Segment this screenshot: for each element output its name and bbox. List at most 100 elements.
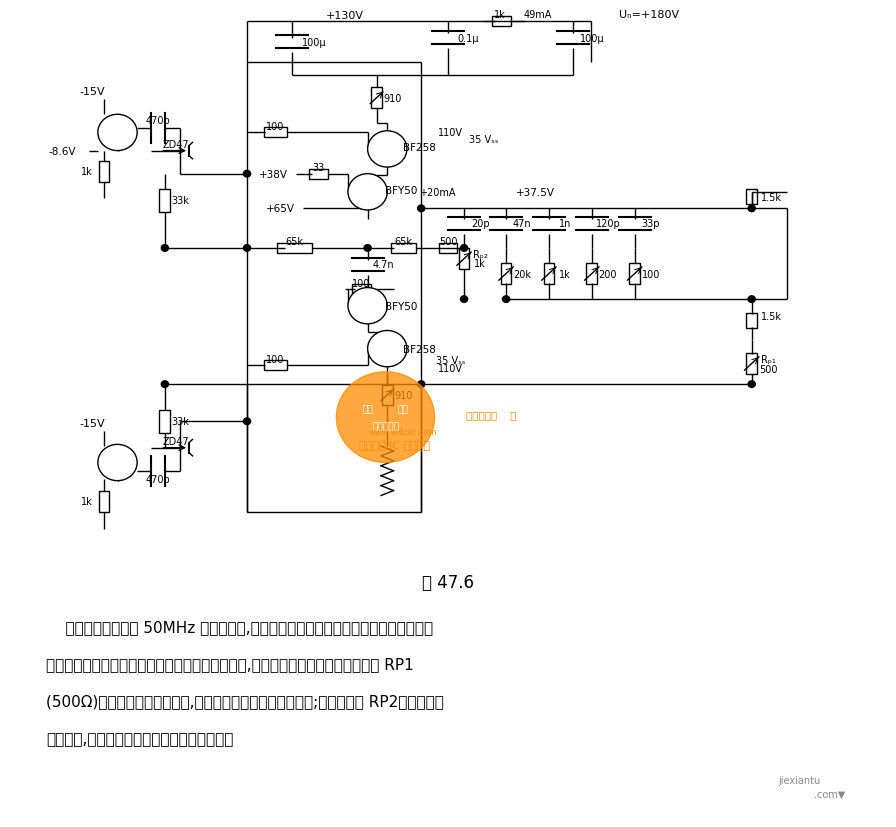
Text: 锋庆: 锋庆	[398, 405, 409, 414]
Bar	[159, 189, 170, 213]
Bar	[587, 264, 597, 284]
Text: 1k: 1k	[559, 270, 571, 280]
Text: 910: 910	[394, 390, 412, 400]
Text: 1k: 1k	[82, 497, 93, 507]
Text: 杭州: 杭州	[362, 405, 373, 414]
Text: BFY50: BFY50	[385, 301, 418, 311]
Text: +130V: +130V	[326, 12, 365, 22]
Bar	[544, 264, 555, 284]
Text: BF258: BF258	[403, 344, 435, 354]
Circle shape	[503, 296, 510, 303]
Text: 33k: 33k	[171, 196, 189, 206]
Circle shape	[336, 372, 435, 463]
Bar	[264, 361, 287, 370]
Circle shape	[364, 246, 371, 252]
Text: 0.1μ: 0.1μ	[457, 33, 478, 44]
Text: 33p: 33p	[642, 219, 660, 229]
Text: 1k: 1k	[474, 259, 486, 269]
Circle shape	[348, 174, 387, 211]
Text: Rₚ₂: Rₚ₂	[473, 250, 487, 260]
Circle shape	[244, 418, 251, 425]
Circle shape	[98, 115, 137, 151]
Text: 1k: 1k	[494, 11, 505, 21]
Circle shape	[244, 246, 251, 252]
Bar	[391, 244, 416, 254]
Text: 100: 100	[266, 354, 285, 364]
Text: 110V: 110V	[438, 128, 463, 138]
Text: 470p: 470p	[145, 116, 170, 126]
Text: BFY50: BFY50	[385, 186, 418, 196]
Text: 910: 910	[383, 93, 401, 103]
Bar	[439, 244, 457, 254]
Text: ZD47: ZD47	[162, 140, 189, 150]
Text: 120p: 120p	[596, 219, 620, 229]
Circle shape	[748, 381, 755, 388]
Text: 100: 100	[352, 278, 371, 289]
Text: 100μ: 100μ	[581, 33, 605, 44]
Bar	[308, 170, 328, 179]
Circle shape	[748, 206, 755, 213]
Bar	[459, 249, 470, 270]
Text: 200: 200	[599, 270, 617, 280]
Text: 100μ: 100μ	[302, 37, 326, 48]
Text: 100: 100	[266, 122, 285, 131]
Circle shape	[367, 331, 407, 367]
Bar	[264, 128, 287, 138]
Bar	[351, 285, 371, 294]
Text: (500Ω)可以改变两分支的电流,以使板极电位与所要求的一致;利用电位器 RP2可决定反馈: (500Ω)可以改变两分支的电流,以使板极电位与所要求的一致;利用电位器 RP2…	[46, 694, 444, 709]
Text: 20k: 20k	[513, 270, 531, 280]
Bar	[492, 17, 512, 27]
Text: +65V: +65V	[265, 204, 295, 214]
Text: 49mA: 49mA	[523, 11, 552, 21]
Text: 级两个晶体管串联可以保证在有较好线性度的同时,有较高的极限频率。利用电位器 RP1: 级两个晶体管串联可以保证在有较好线性度的同时,有较高的极限频率。利用电位器 RP…	[46, 657, 414, 672]
Circle shape	[461, 246, 468, 252]
Text: -8.6V: -8.6V	[48, 146, 76, 156]
Text: 20p: 20p	[470, 219, 489, 229]
Circle shape	[364, 287, 371, 293]
Text: 110V: 110V	[438, 363, 463, 373]
Bar	[629, 264, 640, 284]
Text: 全球最大 IC 采购网站: 全球最大 IC 采购网站	[359, 440, 430, 450]
Text: 35 Vₛₛ: 35 Vₛₛ	[469, 135, 498, 145]
Text: 1k: 1k	[82, 167, 93, 177]
Circle shape	[98, 445, 137, 481]
Circle shape	[748, 296, 755, 303]
Text: +37.5V: +37.5V	[516, 188, 555, 198]
Text: 1.5k: 1.5k	[761, 193, 782, 203]
Bar	[746, 313, 757, 328]
Text: 量的大小,借以确定两末级放大级的放大系数。: 量的大小,借以确定两末级放大级的放大系数。	[46, 731, 234, 746]
Text: jiexiantu: jiexiantu	[779, 775, 821, 786]
Text: 65k: 65k	[394, 237, 412, 247]
Text: 65k: 65k	[285, 237, 304, 247]
Text: 470p: 470p	[145, 475, 170, 485]
Text: Uₙ=+180V: Uₙ=+180V	[619, 11, 679, 21]
Text: 该末级放大电路为 50MHz 宽带放大器,控制信号经稳压管对称加至末级晶体管上。末: 该末级放大电路为 50MHz 宽带放大器,控制信号经稳压管对称加至末级晶体管上。…	[46, 619, 433, 634]
Text: +20mA: +20mA	[419, 188, 455, 198]
Bar	[371, 88, 382, 109]
Bar	[746, 190, 757, 205]
Text: 33: 33	[313, 163, 324, 173]
Text: .com▼: .com▼	[814, 789, 846, 799]
Text: 100: 100	[642, 270, 660, 280]
Text: 1n: 1n	[559, 219, 571, 229]
Circle shape	[367, 131, 407, 168]
Text: ZD47: ZD47	[162, 437, 189, 447]
Text: +38V: +38V	[259, 170, 289, 179]
Bar	[277, 244, 312, 254]
Text: 33k: 33k	[171, 417, 189, 427]
Text: 电子市场网: 电子市场网	[372, 422, 399, 430]
Text: -15V: -15V	[80, 418, 106, 428]
Circle shape	[461, 296, 468, 303]
Text: 1.5k: 1.5k	[761, 311, 782, 321]
Circle shape	[161, 381, 168, 388]
Text: Rₚ₁: Rₚ₁	[762, 354, 776, 364]
Bar	[99, 491, 109, 512]
Text: 图 47.6: 图 47.6	[422, 573, 474, 591]
Text: 500: 500	[439, 237, 457, 247]
Text: 4.7n: 4.7n	[373, 261, 394, 270]
Circle shape	[418, 206, 425, 213]
Text: -15V: -15V	[80, 87, 106, 97]
Text: 35 Vₛₛ: 35 Vₛₛ	[436, 356, 465, 366]
Circle shape	[244, 171, 251, 178]
Bar	[746, 354, 757, 375]
